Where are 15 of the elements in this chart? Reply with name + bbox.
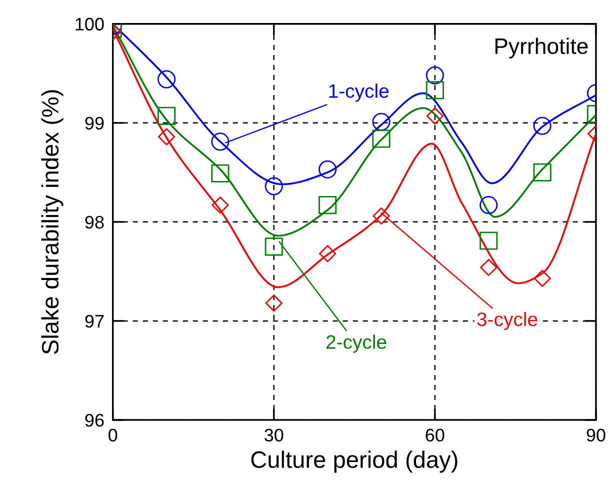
y-tick-label: 98: [85, 216, 104, 229]
annotation: 3-cycle: [477, 312, 538, 330]
x-tick-label: 30: [264, 428, 284, 442]
annotation: Pyrrhotite: [495, 38, 588, 58]
annotation: 1-cycle: [329, 84, 389, 102]
y-tick-label: 99: [85, 116, 104, 130]
y-tick-label: 96: [85, 414, 104, 427]
x-tick-label: 0: [108, 428, 118, 442]
x-tick-label: 90: [586, 428, 606, 442]
y-tick-label: 100: [76, 18, 104, 31]
x-axis-title: Culture period (day): [251, 450, 458, 473]
annotation: 2-cycle: [326, 334, 386, 353]
y-axis-title: Slake durability index (%): [41, 90, 64, 354]
x-tick-label: 60: [426, 428, 444, 442]
y-tick-label: 97: [85, 314, 104, 328]
